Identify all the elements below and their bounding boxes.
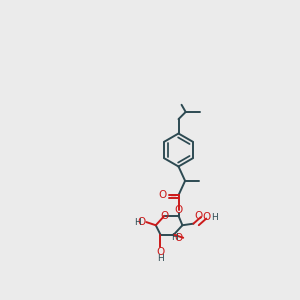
Text: H: H: [171, 233, 178, 242]
Text: O: O: [194, 211, 202, 221]
Text: O: O: [160, 211, 169, 221]
Text: O: O: [174, 233, 182, 243]
Text: O: O: [203, 212, 211, 222]
Text: O: O: [137, 217, 146, 227]
Text: H: H: [157, 254, 164, 263]
Text: O: O: [156, 247, 165, 257]
Text: O: O: [159, 190, 167, 200]
Text: H: H: [212, 213, 218, 222]
Text: H: H: [134, 218, 141, 226]
Text: O: O: [174, 205, 183, 214]
